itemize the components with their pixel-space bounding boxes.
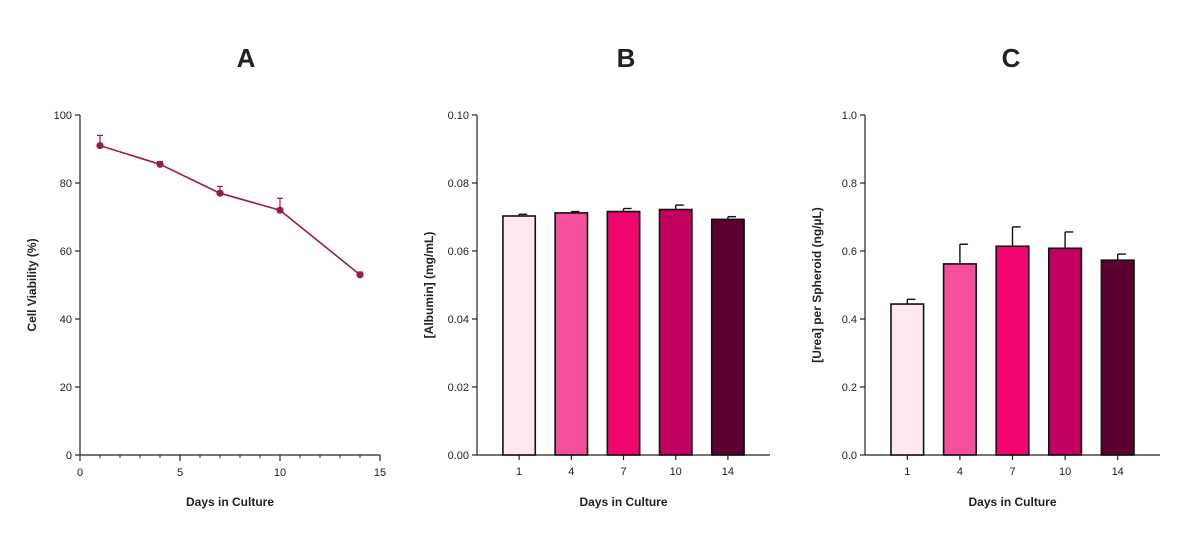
x-tick-label: 0 — [77, 467, 83, 479]
data-point-day-7 — [216, 189, 224, 197]
x-tick-label: 10 — [274, 467, 286, 479]
panel-letter-c: C — [1002, 43, 1021, 73]
y-tick-label: 0.00 — [448, 450, 469, 462]
x-tick-label: 14 — [1112, 466, 1124, 478]
bar-day-14 — [1100, 259, 1135, 456]
x-tick-label: 1 — [904, 466, 910, 478]
panel-letter-b: B — [617, 43, 636, 73]
bar-day-14 — [710, 218, 745, 456]
y-tick-label: 60 — [60, 246, 72, 258]
bar-day-1 — [890, 303, 925, 456]
y-tick-label: 0.8 — [842, 178, 857, 190]
y-axis-title: Cell Viability (%) — [25, 238, 39, 331]
y-tick-label: 0.6 — [842, 246, 857, 258]
x-tick-label: 4 — [957, 466, 963, 478]
panel-letter-a: A — [237, 43, 256, 73]
data-point-day-10 — [276, 206, 284, 214]
x-tick-label: 7 — [1009, 466, 1015, 478]
viability-series-line — [99, 144, 361, 276]
panel-b-albumin-bar-chart: B 0.00 0.02 0.04 0.06 0.08 0.10 [Albumin] (mg/m… — [422, 43, 770, 509]
bar-day-10 — [1047, 247, 1083, 456]
x-tick-label: 5 — [177, 467, 183, 479]
x-tick-label: 15 — [374, 467, 386, 479]
bar-day-7 — [995, 245, 1030, 456]
x-tick-label: 4 — [568, 466, 574, 478]
y-tick-label: 0.04 — [448, 314, 469, 326]
y-tick-label: 0.0 — [842, 450, 857, 462]
bar-day-7 — [606, 210, 641, 456]
y-tick-label: 1.0 — [842, 110, 857, 122]
data-point-day-1 — [96, 142, 104, 150]
data-point-day-14 — [356, 271, 364, 279]
bar-day-1 — [502, 215, 537, 456]
y-tick-label: 0.08 — [448, 178, 469, 190]
y-tick-label: 20 — [60, 382, 72, 394]
x-tick-label: 10 — [1059, 466, 1071, 478]
x-axis-title: Days in Culture — [968, 495, 1056, 509]
panel-c-urea-bar-chart: C 0.0 0.2 0.4 0.6 0.8 1.0 [Urea] per Spheroid (… — [810, 43, 1160, 509]
data-point-day-4 — [156, 160, 164, 168]
y-tick-label: 100 — [54, 110, 72, 122]
y-tick-label: 0.2 — [842, 382, 857, 394]
y-axis-title: [Albumin] (mg/mL) — [422, 232, 436, 339]
bar-day-4 — [554, 212, 589, 456]
bar-day-10 — [658, 208, 693, 456]
x-axis-title: Days in Culture — [579, 495, 667, 509]
x-tick-label: 14 — [722, 466, 734, 478]
bar-day-4 — [942, 263, 978, 456]
y-tick-label: 0.10 — [448, 110, 469, 122]
x-tick-label: 7 — [620, 466, 626, 478]
y-tick-label: 0.4 — [842, 314, 857, 326]
x-tick-label: 10 — [670, 466, 682, 478]
y-tick-label: 0.02 — [448, 382, 469, 394]
x-axis-title: Days in Culture — [186, 495, 274, 509]
y-tick-label: 0.06 — [448, 246, 469, 258]
x-tick-label: 1 — [516, 466, 522, 478]
y-tick-label: 40 — [60, 314, 72, 326]
y-tick-label: 0 — [66, 450, 72, 462]
y-tick-label: 80 — [60, 178, 72, 190]
y-axis-title: [Urea] per Spheroid (ng/µL) — [810, 207, 824, 363]
